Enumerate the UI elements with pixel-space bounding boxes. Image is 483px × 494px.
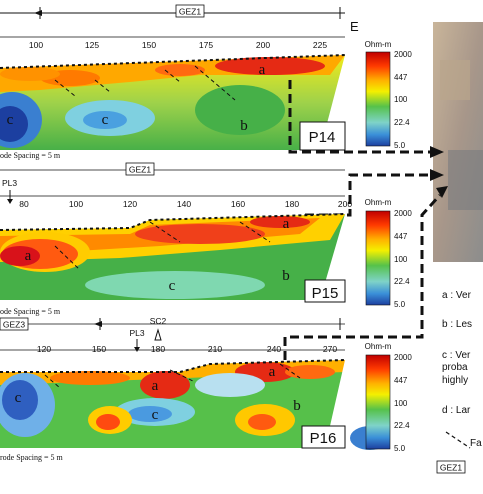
svg-text:120: 120 xyxy=(123,199,137,209)
zone-a-high xyxy=(215,57,325,75)
sc2-marker: SC2 xyxy=(150,316,167,326)
p16-colour-scale: Ohm-m 2000 447 100 22.4 5.0 xyxy=(365,342,413,453)
svg-text:proba: proba xyxy=(442,362,468,373)
panel-p15: GEZ1 PL3 80 100 120 140 160 180 200 P15 … xyxy=(0,162,352,316)
p14-label: P14 xyxy=(309,129,336,146)
svg-text:highly: highly xyxy=(442,375,468,386)
electrode-spacing: ode Spacing = 5 m xyxy=(0,307,61,316)
svg-text:22.4: 22.4 xyxy=(394,118,410,127)
svg-text:c : Ver: c : Ver xyxy=(442,350,471,361)
svg-text:225: 225 xyxy=(313,40,327,50)
svg-text:100: 100 xyxy=(394,399,408,408)
svg-text:447: 447 xyxy=(394,73,408,82)
zone-label: a xyxy=(25,248,32,264)
p14-ticks: 100 125 150 175 200 225 xyxy=(29,40,327,50)
svg-text:Ohm-m: Ohm-m xyxy=(365,342,392,351)
zone-c-low xyxy=(83,111,127,129)
gez1-marker: GEZ1 xyxy=(179,7,201,17)
photo-rock-detail xyxy=(448,150,483,210)
svg-text:100: 100 xyxy=(69,199,83,209)
zone-label: c xyxy=(169,278,176,294)
svg-text:2000: 2000 xyxy=(394,50,412,59)
pl3-marker: PL3 xyxy=(2,178,17,188)
svg-text:175: 175 xyxy=(199,40,213,50)
zone-label: a xyxy=(259,62,266,78)
svg-text:5.0: 5.0 xyxy=(394,141,406,150)
direction-label: E xyxy=(350,19,359,34)
panel-p14: GEZ1 E 100 125 150 175 200 225 P14 a xyxy=(0,4,359,160)
svg-text:200: 200 xyxy=(338,199,352,209)
svg-text:100: 100 xyxy=(394,255,408,264)
svg-text:22.4: 22.4 xyxy=(394,421,410,430)
svg-text:150: 150 xyxy=(92,344,106,354)
electrode-spacing: ode Spacing = 5 m xyxy=(0,151,61,160)
zone-label: c xyxy=(7,112,14,128)
legend: a : Ver b : Les c : Ver proba highly d :… xyxy=(436,290,482,474)
svg-text:160: 160 xyxy=(231,199,245,209)
zone-label: c xyxy=(152,407,159,423)
zone-label: a xyxy=(152,378,159,394)
svg-text:210: 210 xyxy=(208,344,222,354)
svg-text:150: 150 xyxy=(142,40,156,50)
p15-colour-scale: Ohm-m 2000 447 100 22.4 5.0 xyxy=(365,198,413,309)
svg-text:GEZ1: GEZ1 xyxy=(440,463,462,473)
svg-text:2000: 2000 xyxy=(394,209,412,218)
svg-text:5.0: 5.0 xyxy=(394,300,406,309)
zone-label: b xyxy=(293,398,301,414)
zone-label: a xyxy=(269,364,276,380)
p15-label: P15 xyxy=(312,285,339,302)
svg-text:a : Ver: a : Ver xyxy=(442,290,472,301)
svg-text:d : Lar: d : Lar xyxy=(442,405,471,416)
svg-text:5.0: 5.0 xyxy=(394,444,406,453)
svg-text:Ohm-m: Ohm-m xyxy=(365,40,392,49)
svg-text:b : Les: b : Les xyxy=(442,319,472,330)
pl3-marker: PL3 xyxy=(129,328,144,338)
p16-ticks: 120 150 180 210 240 270 xyxy=(37,344,337,354)
svg-text:2000: 2000 xyxy=(394,353,412,362)
zone-label: c xyxy=(15,390,22,406)
svg-text:120: 120 xyxy=(37,344,51,354)
svg-text:180: 180 xyxy=(151,344,165,354)
svg-text:447: 447 xyxy=(394,376,408,385)
svg-text:270: 270 xyxy=(323,344,337,354)
svg-text:180: 180 xyxy=(285,199,299,209)
panel-p16: GEZ3 SC2 PL3 120 150 180 210 240 270 xyxy=(0,316,390,462)
p16-label: P16 xyxy=(310,430,337,447)
svg-text:GEZ1: GEZ1 xyxy=(129,165,151,175)
zone-label: b xyxy=(282,268,290,284)
p14-colour-scale: Ohm-m 2000 447 100 22.4 5.0 xyxy=(365,40,413,150)
svg-text:80: 80 xyxy=(19,199,29,209)
svg-text:100: 100 xyxy=(29,40,43,50)
p15-ticks: 80 100 120 140 160 180 200 xyxy=(19,199,352,209)
svg-text:125: 125 xyxy=(85,40,99,50)
svg-text:447: 447 xyxy=(394,232,408,241)
svg-text:Fa: Fa xyxy=(470,438,482,449)
photo-rock-detail xyxy=(440,60,470,100)
gez3-marker: GEZ3 xyxy=(3,320,25,330)
svg-text:200: 200 xyxy=(256,40,270,50)
svg-text:Ohm-m: Ohm-m xyxy=(365,198,392,207)
site-photo xyxy=(433,22,483,262)
svg-text:100: 100 xyxy=(394,95,408,104)
svg-text:22.4: 22.4 xyxy=(394,277,410,286)
electrode-spacing: rode Spacing = 5 m xyxy=(0,453,64,462)
zone-label: c xyxy=(102,112,109,128)
svg-text:240: 240 xyxy=(267,344,281,354)
svg-text:140: 140 xyxy=(177,199,191,209)
zone-label: b xyxy=(240,118,248,134)
zone-label: a xyxy=(283,216,290,232)
